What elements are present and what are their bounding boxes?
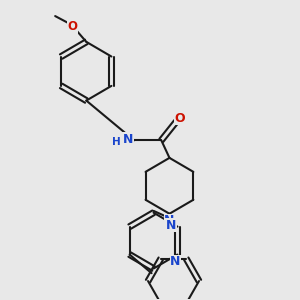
Text: O: O: [174, 112, 185, 124]
Text: N: N: [164, 214, 175, 227]
Text: N: N: [166, 219, 176, 232]
Text: N: N: [170, 255, 181, 268]
Text: N: N: [122, 133, 133, 146]
Text: O: O: [68, 20, 78, 33]
Text: H: H: [112, 137, 121, 147]
